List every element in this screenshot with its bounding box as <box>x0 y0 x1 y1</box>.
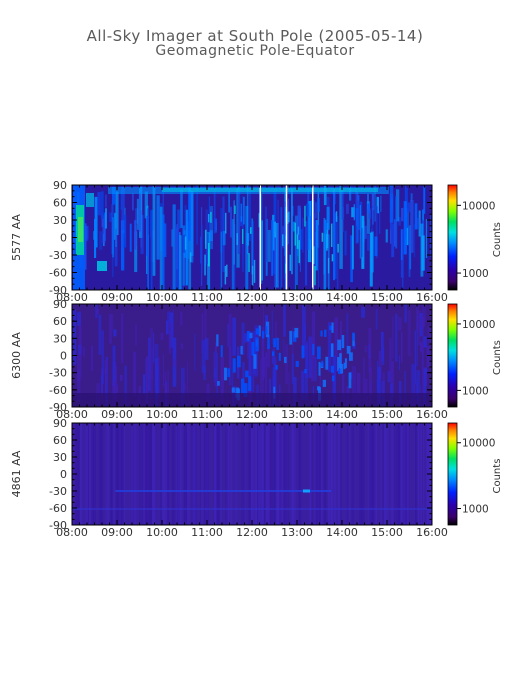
x-tick-label: 08:00 <box>56 526 88 539</box>
y-tick-label: 90 <box>53 298 67 311</box>
chart-subtitle: Geomagnetic Pole-Equator <box>155 43 355 59</box>
x-tick-label: 16:00 <box>416 526 448 539</box>
x-tick-label: 12:00 <box>236 291 268 304</box>
y-tick-label: -60 <box>49 502 67 515</box>
x-tick-label: 13:00 <box>281 408 313 421</box>
colorbar-tick-label: 10000 <box>462 319 495 331</box>
y-tick-label: -90 <box>49 519 67 532</box>
y-tick-label: 30 <box>53 451 67 464</box>
y-tick-label: -30 <box>49 367 67 380</box>
x-tick-label: 11:00 <box>191 291 223 304</box>
colorbar-label: Counts <box>492 459 503 494</box>
x-tick-label: 16:00 <box>416 291 448 304</box>
x-tick-label: 09:00 <box>101 291 133 304</box>
x-tick-label: 13:00 <box>281 526 313 539</box>
x-tick-label: 09:00 <box>101 408 133 421</box>
y-tick-label: -90 <box>49 401 67 414</box>
y-tick-label: 30 <box>53 332 67 345</box>
y-tick-label: -60 <box>49 384 67 397</box>
chart-title: All-Sky Imager at South Pole (2005-05-14… <box>86 27 424 45</box>
x-tick-label: 11:00 <box>191 408 223 421</box>
x-tick-label: 15:00 <box>371 526 403 539</box>
x-tick-label: 10:00 <box>146 291 178 304</box>
y-tick-label: 90 <box>53 179 67 192</box>
x-tick-label: 12:00 <box>236 408 268 421</box>
x-tick-label: 10:00 <box>146 408 178 421</box>
x-tick-label: 14:00 <box>326 291 358 304</box>
x-tick-label: 13:00 <box>281 291 313 304</box>
y-tick-label: 0 <box>60 232 67 245</box>
x-tick-label: 14:00 <box>326 526 358 539</box>
x-tick-label: 10:00 <box>146 526 178 539</box>
colorbar-label: Counts <box>492 340 503 375</box>
colorbar-label: Counts <box>492 222 503 257</box>
x-tick-label: 12:00 <box>236 526 268 539</box>
y-tick-label: -90 <box>49 284 67 297</box>
y-axis-label: 6300 AA <box>10 332 23 379</box>
y-tick-label: -30 <box>49 249 67 262</box>
colorbar-tick-label: 1000 <box>462 385 489 397</box>
y-tick-label: -30 <box>49 485 67 498</box>
y-axis-label: 5577 AA <box>10 214 23 261</box>
data-gap-line <box>259 185 261 290</box>
x-tick-label: 15:00 <box>371 408 403 421</box>
x-tick-label: 09:00 <box>101 526 133 539</box>
y-axis-label: 4861 AA <box>10 450 23 497</box>
colorbar-tick-label: 1000 <box>462 504 489 516</box>
y-tick-label: 0 <box>60 468 67 481</box>
x-tick-label: 15:00 <box>371 291 403 304</box>
y-tick-label: 60 <box>53 197 67 210</box>
y-tick-label: 30 <box>53 214 67 227</box>
x-tick-label: 08:00 <box>56 291 88 304</box>
colorbar-tick-label: 1000 <box>462 268 489 280</box>
y-tick-label: 60 <box>53 434 67 447</box>
y-tick-label: 0 <box>60 350 67 363</box>
colorbar <box>447 303 458 408</box>
x-tick-label: 14:00 <box>326 408 358 421</box>
y-tick-label: 90 <box>53 417 67 430</box>
y-tick-label: 60 <box>53 315 67 328</box>
data-gap-line <box>312 185 314 290</box>
y-tick-label: -60 <box>49 267 67 280</box>
x-tick-label: 11:00 <box>191 526 223 539</box>
colorbar <box>447 422 458 526</box>
colorbar-tick-label: 10000 <box>462 438 495 450</box>
heatmap-texture <box>72 423 432 525</box>
x-tick-label: 16:00 <box>416 408 448 421</box>
colorbar <box>447 184 458 291</box>
data-gap-line <box>285 185 288 290</box>
x-tick-label: 08:00 <box>56 408 88 421</box>
colorbar-tick-label: 10000 <box>462 200 495 212</box>
